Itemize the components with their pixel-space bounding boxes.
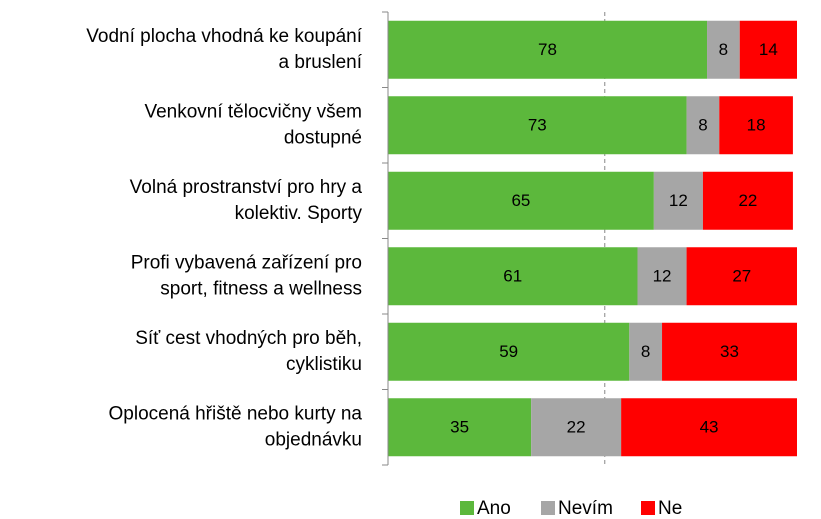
value-label: 73 bbox=[528, 116, 547, 135]
bar-segment bbox=[388, 171, 654, 230]
value-label: 22 bbox=[567, 418, 586, 437]
bar-segment bbox=[388, 322, 630, 381]
value-label: 35 bbox=[450, 418, 469, 437]
value-label: 14 bbox=[759, 40, 778, 59]
category-label: Profi vybavená zařízení pro bbox=[131, 252, 362, 273]
category-label: Volná prostranství pro hry a bbox=[130, 177, 363, 198]
legend-label: Nevím bbox=[558, 498, 613, 519]
bar-segment bbox=[531, 398, 622, 457]
value-label: 59 bbox=[499, 342, 518, 361]
value-label: 33 bbox=[720, 342, 739, 361]
legend-label: Ano bbox=[477, 498, 511, 519]
legend-swatch bbox=[541, 501, 555, 515]
category-label: sport, fitness a wellness bbox=[160, 278, 362, 299]
value-label: 18 bbox=[747, 116, 766, 135]
category-label: objednávku bbox=[265, 429, 362, 450]
legend-swatch bbox=[460, 501, 474, 515]
value-label: 8 bbox=[641, 342, 650, 361]
category-label: Vodní plocha vhodná ke koupání bbox=[86, 26, 362, 47]
bar-segment bbox=[621, 398, 797, 457]
category-label: Venkovní tělocvičny všem bbox=[144, 101, 362, 122]
bar-segment bbox=[719, 96, 793, 155]
value-label: 12 bbox=[653, 267, 672, 286]
bar-segment bbox=[686, 247, 797, 306]
value-label: 27 bbox=[732, 267, 751, 286]
category-label: Oplocená hřiště nebo kurty na bbox=[109, 403, 363, 424]
value-label: 8 bbox=[698, 116, 707, 135]
bar-segment bbox=[739, 20, 797, 79]
value-label: 12 bbox=[669, 191, 688, 210]
category-label: dostupné bbox=[284, 127, 362, 148]
bar-segment bbox=[388, 96, 687, 155]
category-label: cyklistiku bbox=[286, 354, 362, 375]
legend-label: Ne bbox=[658, 498, 682, 519]
bar-segment bbox=[388, 247, 638, 306]
value-label: 8 bbox=[719, 40, 728, 59]
category-label: a bruslení bbox=[279, 52, 363, 73]
value-label: 43 bbox=[700, 418, 719, 437]
bar-segment bbox=[653, 171, 703, 230]
category-label: Síť cest vhodných pro běh, bbox=[135, 328, 362, 349]
bar-segment bbox=[629, 322, 663, 381]
bar-segment bbox=[662, 322, 797, 381]
value-label: 22 bbox=[738, 191, 757, 210]
legend-swatch bbox=[641, 501, 655, 515]
value-label: 61 bbox=[503, 267, 522, 286]
bar-segment bbox=[388, 20, 708, 79]
value-label: 78 bbox=[538, 40, 557, 59]
bar-segment bbox=[707, 20, 740, 79]
bar-segment bbox=[388, 398, 532, 457]
category-label: kolektiv. Sporty bbox=[235, 203, 363, 224]
value-label: 65 bbox=[511, 191, 530, 210]
bar-segment bbox=[637, 247, 687, 306]
bar-segment bbox=[686, 96, 720, 155]
bar-segment bbox=[702, 171, 793, 230]
